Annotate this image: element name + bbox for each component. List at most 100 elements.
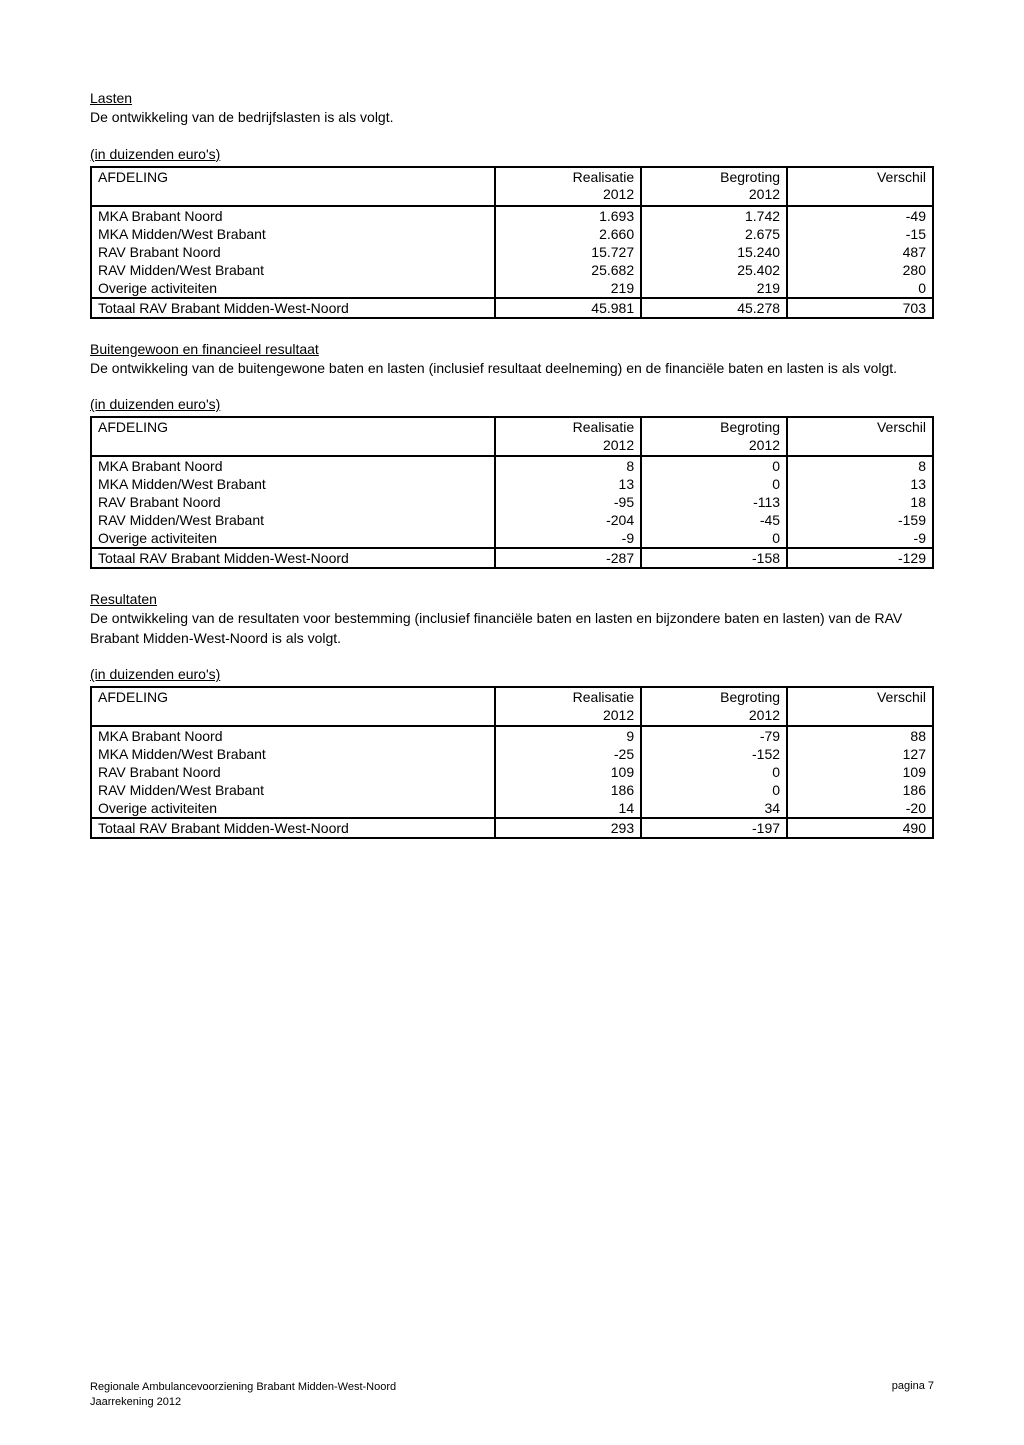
cell-begroting: -45 — [641, 511, 787, 529]
row-label: Overige activiteiten — [91, 799, 495, 818]
cell-begroting: 25.402 — [641, 261, 787, 279]
header-realisatie: Realisatie — [573, 689, 634, 707]
table-row: Overige activiteiten-90-9 — [91, 529, 933, 548]
cell-verschil: 280 — [787, 261, 933, 279]
table-header-row: AFDELING Realisatie2012Begroting2012Vers… — [91, 687, 933, 726]
total-verschil: -129 — [787, 548, 933, 568]
header-year: 2012 — [749, 186, 780, 204]
page-footer: Regionale Ambulancevoorziening Brabant M… — [90, 1380, 934, 1409]
table-row: MKA Brabant Noord808 — [91, 456, 933, 475]
total-realisatie: -287 — [495, 548, 641, 568]
row-label: RAV Midden/West Brabant — [91, 261, 495, 279]
cell-begroting: 1.742 — [641, 206, 787, 225]
header-year: 2012 — [749, 437, 780, 455]
header-verschil: Verschil — [877, 689, 926, 707]
cell-verschil: 18 — [787, 493, 933, 511]
header-realisatie: Realisatie — [573, 419, 634, 437]
cell-verschil: 127 — [787, 745, 933, 763]
cell-realisatie: 186 — [495, 781, 641, 799]
cell-begroting: 0 — [641, 456, 787, 475]
table-row: RAV Brabant Noord-95-11318 — [91, 493, 933, 511]
footer-org: Regionale Ambulancevoorziening Brabant M… — [90, 1380, 396, 1394]
total-realisatie: 293 — [495, 818, 641, 838]
table-total-row: Totaal RAV Brabant Midden-West-Noord-287… — [91, 548, 933, 568]
cell-verschil: -15 — [787, 225, 933, 243]
cell-verschil: -9 — [787, 529, 933, 548]
cell-verschil: 186 — [787, 781, 933, 799]
table-row: MKA Brabant Noord1.6931.742-49 — [91, 206, 933, 225]
total-label: Totaal RAV Brabant Midden-West-Noord — [91, 548, 495, 568]
cell-realisatie: 25.682 — [495, 261, 641, 279]
table-row: RAV Brabant Noord1090109 — [91, 763, 933, 781]
section-title-lasten: Lasten — [90, 90, 934, 106]
table-row: Overige activiteiten2192190 — [91, 279, 933, 298]
cell-realisatie: 2.660 — [495, 225, 641, 243]
header-year: 2012 — [749, 707, 780, 725]
header-verschil: Verschil — [877, 419, 926, 437]
row-label: MKA Brabant Noord — [91, 726, 495, 745]
table-lasten: AFDELING Realisatie2012Begroting2012Vers… — [90, 166, 934, 319]
cell-verschil: 8 — [787, 456, 933, 475]
cell-begroting: 0 — [641, 781, 787, 799]
cell-begroting: 0 — [641, 763, 787, 781]
cell-realisatie: 8 — [495, 456, 641, 475]
cell-begroting: -113 — [641, 493, 787, 511]
cell-realisatie: -95 — [495, 493, 641, 511]
table-total-row: Totaal RAV Brabant Midden-West-Noord293-… — [91, 818, 933, 838]
row-label: MKA Brabant Noord — [91, 456, 495, 475]
cell-begroting: 2.675 — [641, 225, 787, 243]
row-label: RAV Brabant Noord — [91, 493, 495, 511]
section-title-buitengewoon: Buitengewoon en financieel resultaat — [90, 341, 934, 357]
section-desc-resultaten: De ontwikkeling van de resultaten voor b… — [90, 609, 934, 648]
section-title-resultaten: Resultaten — [90, 591, 934, 607]
total-begroting: -197 — [641, 818, 787, 838]
table-buitengewoon: AFDELING Realisatie2012Begroting2012Vers… — [90, 416, 934, 569]
table-row: MKA Midden/West Brabant13013 — [91, 475, 933, 493]
header-year: 2012 — [603, 186, 634, 204]
cell-realisatie: 109 — [495, 763, 641, 781]
cell-begroting: 0 — [641, 475, 787, 493]
table-row: MKA Midden/West Brabant-25-152127 — [91, 745, 933, 763]
table-row: RAV Midden/West Brabant1860186 — [91, 781, 933, 799]
cell-realisatie: 9 — [495, 726, 641, 745]
total-begroting: -158 — [641, 548, 787, 568]
cell-realisatie: -25 — [495, 745, 641, 763]
total-realisatie: 45.981 — [495, 298, 641, 318]
table-total-row: Totaal RAV Brabant Midden-West-Noord45.9… — [91, 298, 933, 318]
total-verschil: 490 — [787, 818, 933, 838]
total-begroting: 45.278 — [641, 298, 787, 318]
row-label: Overige activiteiten — [91, 529, 495, 548]
table-row: RAV Brabant Noord15.72715.240487 — [91, 243, 933, 261]
cell-realisatie: 219 — [495, 279, 641, 298]
table-header-row: AFDELING Realisatie2012Begroting2012Vers… — [91, 417, 933, 456]
cell-begroting: 0 — [641, 529, 787, 548]
row-label: RAV Brabant Noord — [91, 763, 495, 781]
cell-realisatie: 14 — [495, 799, 641, 818]
cell-verschil: -20 — [787, 799, 933, 818]
header-afdeling: AFDELING — [98, 419, 168, 437]
caption-lasten: (in duizenden euro's) — [90, 146, 934, 162]
row-label: MKA Midden/West Brabant — [91, 475, 495, 493]
cell-realisatie: 1.693 — [495, 206, 641, 225]
row-label: MKA Brabant Noord — [91, 206, 495, 225]
section-desc-buitengewoon: De ontwikkeling van de buitengewone bate… — [90, 359, 934, 379]
cell-begroting: 34 — [641, 799, 787, 818]
cell-realisatie: -204 — [495, 511, 641, 529]
header-year: 2012 — [603, 437, 634, 455]
header-begroting: Begroting — [720, 689, 780, 707]
cell-verschil: 88 — [787, 726, 933, 745]
header-begroting: Begroting — [720, 169, 780, 187]
table-resultaten: AFDELING Realisatie2012Begroting2012Vers… — [90, 686, 934, 839]
header-realisatie: Realisatie — [573, 169, 634, 187]
table-row: RAV Midden/West Brabant25.68225.402280 — [91, 261, 933, 279]
table-row: MKA Midden/West Brabant2.6602.675-15 — [91, 225, 933, 243]
row-label: RAV Midden/West Brabant — [91, 781, 495, 799]
total-label: Totaal RAV Brabant Midden-West-Noord — [91, 298, 495, 318]
table-row: RAV Midden/West Brabant-204-45-159 — [91, 511, 933, 529]
cell-begroting: -79 — [641, 726, 787, 745]
footer-doc: Jaarrekening 2012 — [90, 1395, 396, 1409]
header-verschil: Verschil — [877, 169, 926, 187]
total-verschil: 703 — [787, 298, 933, 318]
header-afdeling: AFDELING — [98, 689, 168, 707]
cell-verschil: 487 — [787, 243, 933, 261]
